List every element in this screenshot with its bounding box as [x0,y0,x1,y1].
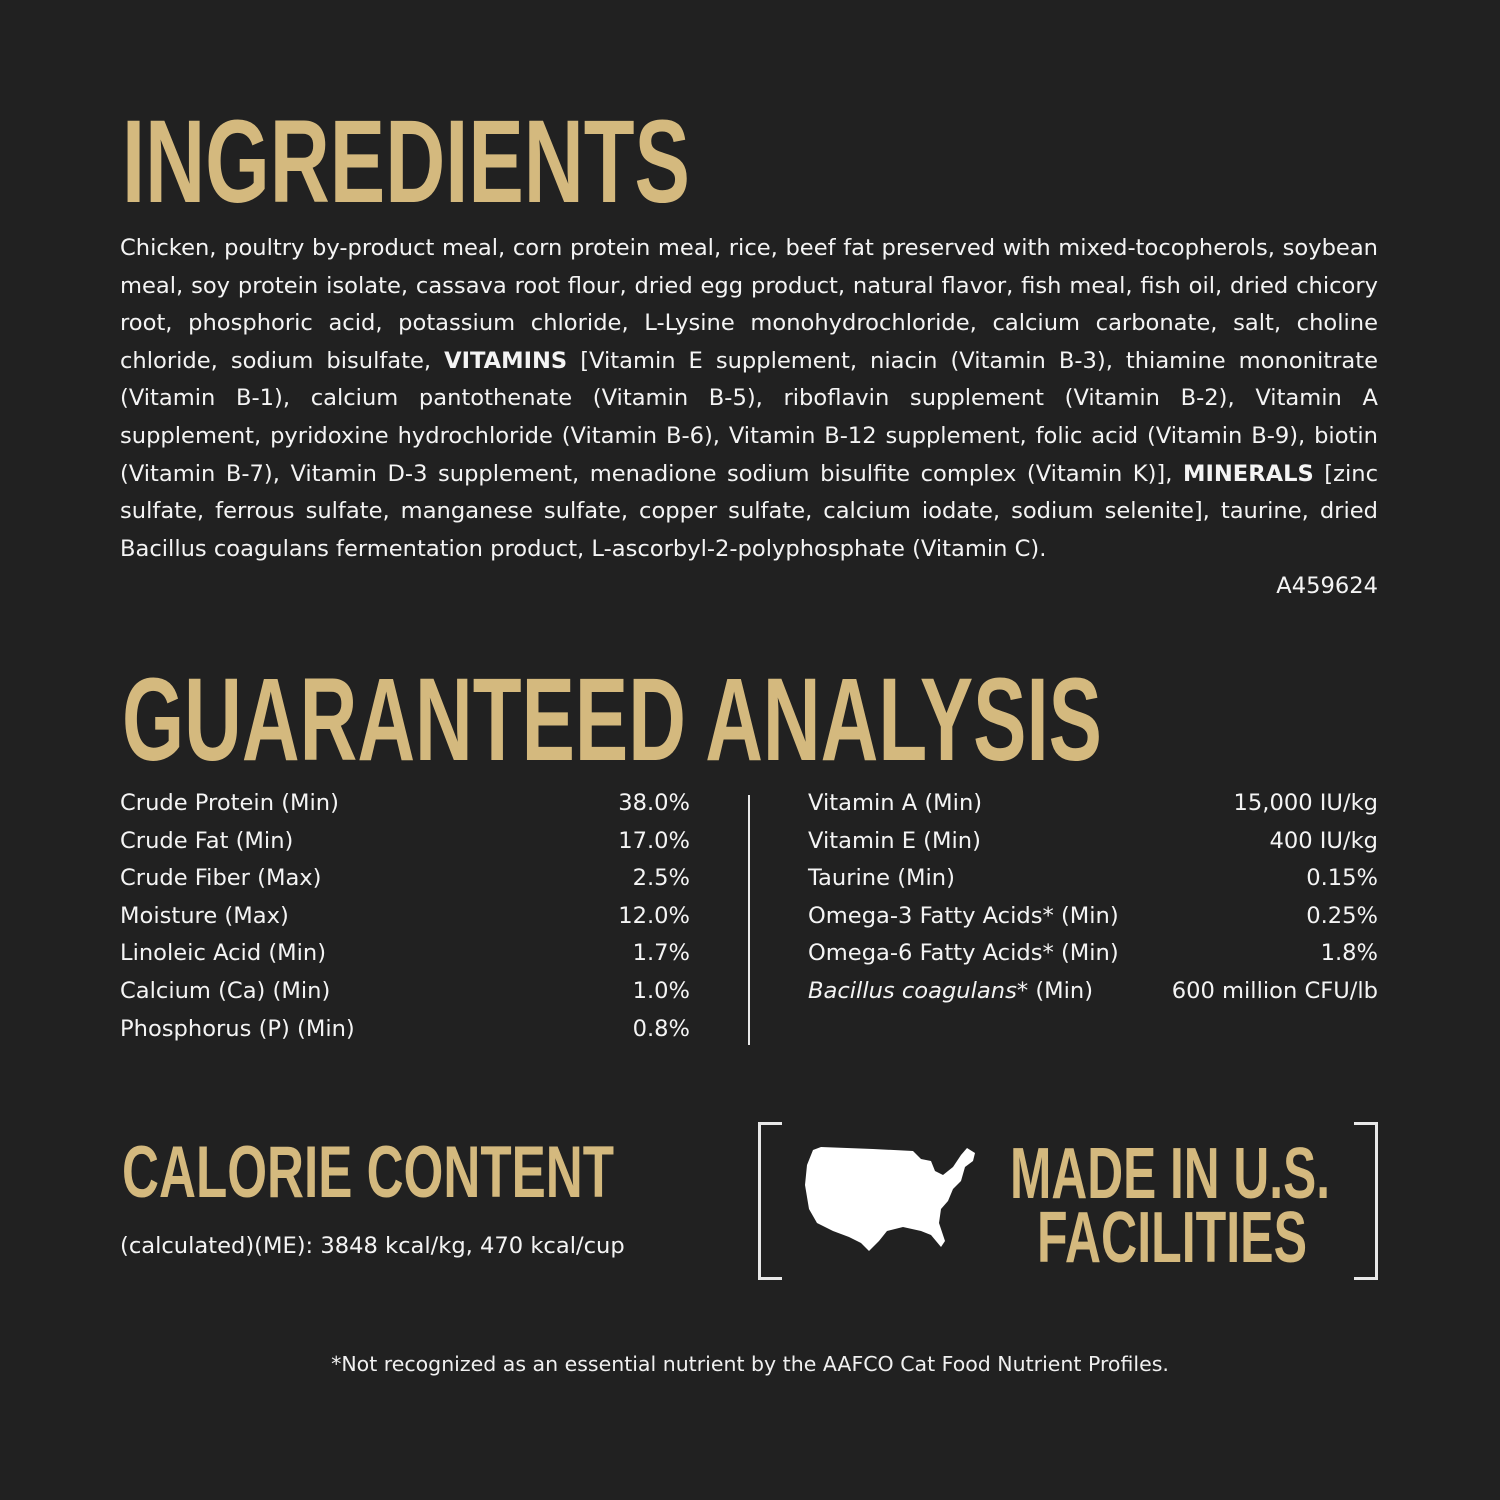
analysis-row: Moisture (Max) 12.0% [120,898,690,936]
nutrient-value: 38.0% [618,790,690,816]
ingredients-list: Chicken, poultry by-product meal, corn p… [120,230,1378,568]
bacillus-label: Bacillus coagulans [808,977,1017,1004]
footnote: *Not recognized as an essential nutrient… [331,1352,1169,1376]
made-in-line1: MADE IN U.S. [1010,1134,1330,1214]
ingredients-text-part: [Vitamin E supplement, niacin (Vitamin B… [120,347,1378,487]
made-in-usa-text: MADE IN U.S. FACILITIES [1010,1134,1330,1278]
ingredients-text-part: [zinc sulfate, ferrous sulfate, manganes… [120,460,1378,562]
analysis-row: Vitamin E (Min) 400 IU/kg [808,823,1378,861]
left-bracket [758,1122,782,1280]
analysis-title: GUARANTEED ANALYSIS [122,654,1102,786]
right-bracket [1354,1122,1378,1280]
analysis-row: Bacillus coagulans* (Min) 600 million CFU… [808,973,1378,1011]
nutrient-label: Moisture (Max) [120,902,289,929]
analysis-heading: GUARANTEED ANALYSIS [122,654,1102,786]
nutrient-value: 1.0% [632,977,690,1004]
nutrient-value: 1.7% [632,940,690,967]
nutrient-label: Crude Protein (Min) [120,790,339,816]
ingredients-heading: INGREDIENTS [122,96,690,228]
nutrient-label: Calcium (Ca) (Min) [120,977,331,1004]
nutrient-label: Vitamin E (Min) [808,827,981,854]
nutrient-label: Taurine (Min) [808,865,955,892]
nutrient-label: Omega-6 Fatty Acids* (Min) [808,940,1119,967]
nutrient-value: 12.0% [618,902,690,929]
nutrient-value: 400 IU/kg [1269,827,1378,854]
nutrient-value: 600 million CFU/lb [1171,977,1378,1004]
nutrient-value: 1.8% [1320,940,1378,967]
bacillus-label-suffix: * (Min) [1016,977,1094,1004]
calorie-title: CALORIE CONTENT [122,1132,614,1213]
ingredients-text-part: Chicken, poultry by-product meal, corn p… [120,235,1378,374]
nutrient-label: Crude Fiber (Max) [120,865,322,892]
analysis-row: Crude Fiber (Max) 2.5% [120,860,690,898]
usa-map-icon [805,1147,975,1251]
analysis-row: Vitamin A (Min) 15,000 IU/kg [808,785,1378,823]
nutrient-value: 0.15% [1306,865,1378,892]
analysis-row: Phosphorus (P) (Min) 0.8% [120,1011,690,1049]
analysis-right-column: Vitamin A (Min) 15,000 IU/kg Vitamin E (M… [808,785,1378,1011]
minerals-label: MINERALS [1182,460,1314,487]
nutrient-label: Crude Fat (Min) [120,827,294,854]
analysis-left-column: Crude Protein (Min) 38.0% Crude Fat (Min)… [120,785,690,1048]
column-divider [748,795,750,1045]
made-in-line2: FACILITIES [1037,1198,1307,1278]
nutrient-label: Phosphorus (P) (Min) [120,1015,355,1042]
analysis-row: Taurine (Min) 0.15% [808,860,1378,898]
analysis-row: Linoleic Acid (Min) 1.7% [120,935,690,973]
analysis-row: Omega-6 Fatty Acids* (Min) 1.8% [808,935,1378,973]
nutrient-label: Linoleic Acid (Min) [120,940,327,967]
nutrient-label: Omega-3 Fatty Acids* (Min) [808,902,1119,929]
product-code: A459624 [1276,573,1378,599]
nutrient-value: 0.8% [632,1015,690,1042]
analysis-row: Calcium (Ca) (Min) 1.0% [120,973,690,1011]
ingredients-title: INGREDIENTS [122,96,690,228]
analysis-row: Crude Fat (Min) 17.0% [120,823,690,861]
nutrient-label: Bacillus coagulans* (Min) [808,973,1093,1011]
analysis-row: Crude Protein (Min) 38.0% [120,785,690,823]
nutrient-value: 2.5% [632,865,690,892]
vitamins-label: VITAMINS [444,347,568,374]
nutrient-value: 15,000 IU/kg [1233,790,1378,816]
calorie-heading: CALORIE CONTENT [122,1132,614,1213]
nutrient-label: Vitamin A (Min) [808,790,983,816]
nutrient-value: 17.0% [618,827,690,854]
nutrient-value: 0.25% [1306,902,1378,929]
analysis-row: Omega-3 Fatty Acids* (Min) 0.25% [808,898,1378,936]
calorie-text: (calculated)(ME): 3848 kcal/kg, 470 kcal… [120,1233,625,1259]
